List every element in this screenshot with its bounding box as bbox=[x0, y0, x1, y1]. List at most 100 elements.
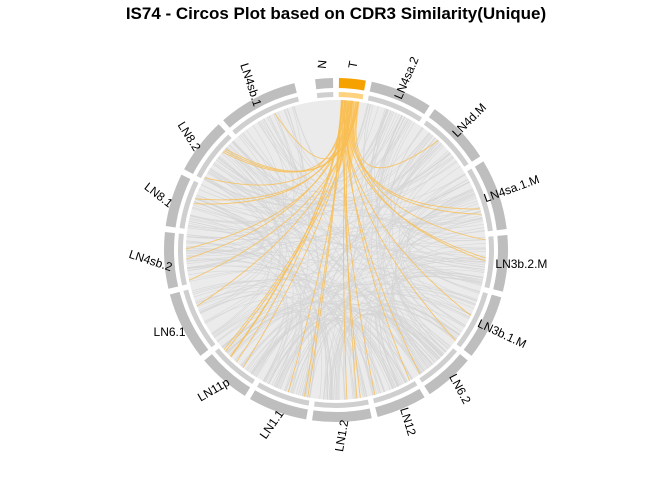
sector-label: T bbox=[345, 59, 360, 69]
sector-track-LN4d.M bbox=[423, 120, 469, 167]
sector-label: N bbox=[315, 59, 330, 69]
sector-track-LN6.1 bbox=[183, 289, 216, 348]
link bbox=[248, 304, 450, 373]
link bbox=[186, 251, 413, 380]
link bbox=[250, 313, 406, 384]
link bbox=[266, 308, 443, 384]
link bbox=[376, 115, 447, 353]
link bbox=[187, 225, 478, 302]
link bbox=[277, 111, 474, 209]
sector-track-LN3b.2.M bbox=[484, 236, 494, 289]
link bbox=[186, 110, 392, 238]
sector-arc-LN11p bbox=[204, 354, 251, 396]
link bbox=[278, 276, 483, 389]
link bbox=[189, 217, 486, 257]
sector-track-LN1.1 bbox=[257, 382, 310, 406]
link bbox=[200, 178, 270, 217]
sector-track-LN8.1 bbox=[179, 180, 199, 229]
link bbox=[187, 103, 368, 270]
link bbox=[328, 165, 461, 400]
sector-track-LN11p bbox=[214, 348, 255, 384]
highlight-link bbox=[242, 100, 353, 368]
highlight-link bbox=[186, 100, 350, 260]
link bbox=[226, 146, 453, 202]
sector-arc-LN8.2 bbox=[184, 124, 226, 174]
link bbox=[328, 269, 485, 400]
link bbox=[369, 109, 430, 187]
sector-label: LN4sa.2 bbox=[391, 54, 421, 101]
link bbox=[222, 150, 368, 397]
link bbox=[343, 115, 403, 400]
link bbox=[265, 173, 466, 383]
link bbox=[400, 179, 469, 333]
link bbox=[251, 293, 471, 375]
link bbox=[245, 251, 486, 370]
sector-arc-LN12 bbox=[375, 388, 425, 417]
link bbox=[378, 308, 444, 383]
link bbox=[216, 178, 469, 342]
highlight-link bbox=[287, 100, 349, 393]
link bbox=[230, 291, 470, 358]
sector-track-LN3b.1.M bbox=[456, 292, 488, 348]
link bbox=[213, 163, 322, 400]
link bbox=[242, 315, 316, 398]
link bbox=[214, 115, 293, 198]
highlight-link bbox=[349, 100, 481, 210]
link bbox=[185, 119, 287, 251]
link bbox=[189, 257, 486, 282]
link bbox=[253, 318, 338, 400]
sector-arc-LN1.2 bbox=[312, 408, 372, 422]
link bbox=[293, 106, 485, 234]
sectors-layer bbox=[163, 78, 508, 422]
link bbox=[203, 178, 273, 334]
sector-arc-LN4sb.2 bbox=[163, 232, 179, 289]
link bbox=[390, 127, 486, 241]
highlight-link bbox=[341, 100, 376, 395]
link bbox=[373, 311, 433, 387]
highlight-link bbox=[352, 101, 486, 241]
link bbox=[228, 145, 356, 399]
link bbox=[263, 118, 456, 341]
chart-title: IS74 - Circos Plot based on CDR3 Similar… bbox=[126, 4, 546, 23]
sector-arc-LN8.1 bbox=[165, 174, 191, 228]
sector-label: LN4d.M bbox=[449, 100, 489, 140]
sector-label: LN3b.2.M bbox=[495, 257, 547, 271]
sector-arc-T bbox=[338, 78, 366, 91]
link bbox=[188, 270, 394, 389]
sector-label: LN8.2 bbox=[175, 119, 204, 154]
link bbox=[217, 302, 424, 372]
link bbox=[255, 143, 443, 378]
highlight-link bbox=[347, 100, 482, 215]
link bbox=[200, 184, 486, 249]
sector-track-LN4sa.2 bbox=[367, 95, 423, 122]
link bbox=[186, 259, 413, 380]
link bbox=[231, 141, 459, 338]
link bbox=[225, 129, 287, 196]
highlight-link bbox=[355, 101, 439, 169]
link bbox=[409, 227, 485, 283]
link bbox=[323, 321, 398, 400]
link bbox=[241, 133, 466, 326]
link bbox=[207, 172, 474, 217]
link bbox=[379, 153, 452, 383]
link bbox=[188, 220, 328, 400]
sector-label: LN1.2 bbox=[332, 418, 351, 452]
highlight-link bbox=[196, 101, 357, 307]
sector-arc-LN4sa.1.M bbox=[474, 161, 507, 231]
link bbox=[204, 177, 332, 400]
link bbox=[217, 157, 472, 316]
link bbox=[275, 286, 478, 388]
link bbox=[376, 289, 476, 389]
link bbox=[393, 276, 483, 366]
sector-arc-LN4sa.2 bbox=[369, 81, 430, 115]
sector-arc-LN1.1 bbox=[250, 390, 308, 420]
sector-track-LN12 bbox=[373, 381, 418, 404]
sector-arc-LN4sb.1 bbox=[223, 83, 297, 128]
sector-label: LN4sb.1 bbox=[237, 61, 264, 108]
link bbox=[377, 118, 437, 362]
link bbox=[186, 200, 478, 241]
highlight-links-layer bbox=[185, 100, 486, 400]
link bbox=[343, 313, 436, 400]
link bbox=[232, 141, 480, 220]
